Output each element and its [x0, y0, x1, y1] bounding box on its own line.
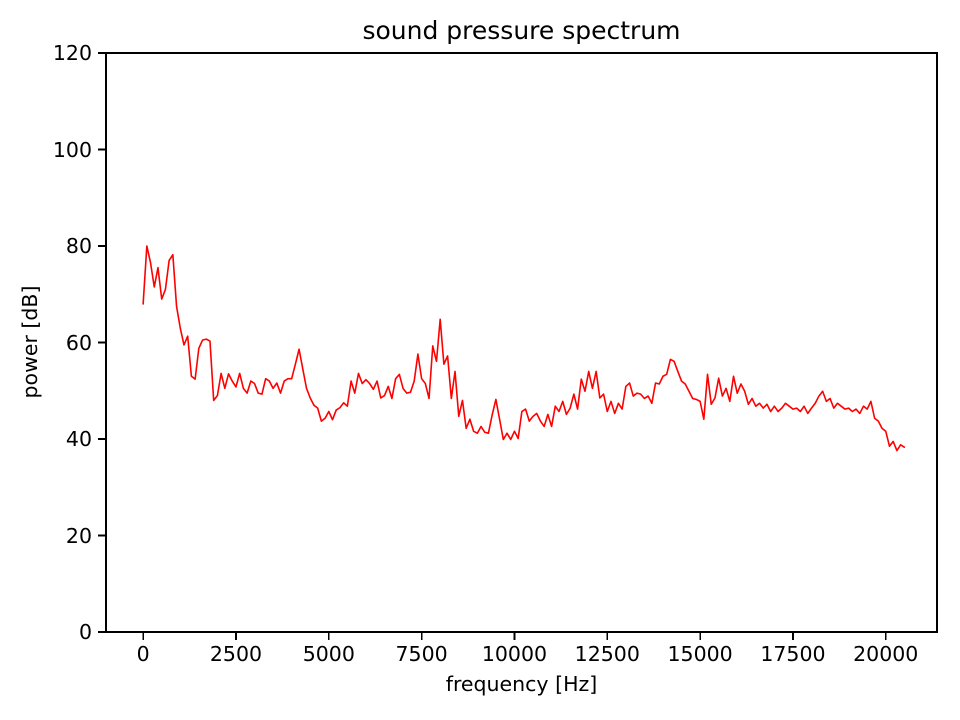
spectrum-line — [142, 245, 906, 452]
x-tick-label: 17500 — [760, 642, 826, 666]
x-tick-label: 20000 — [853, 642, 919, 666]
chart-title: sound pressure spectrum — [362, 16, 681, 45]
y-tick-label: 80 — [65, 234, 92, 258]
y-tick-label: 60 — [65, 330, 92, 355]
x-tick-label: 12500 — [574, 642, 640, 666]
y-tick-label: 0 — [78, 620, 92, 644]
y-tick-marks — [98, 52, 105, 633]
y-tick-label: 120 — [52, 41, 92, 65]
axes-box — [105, 52, 938, 633]
x-tick-label: 0 — [136, 642, 150, 666]
x-tick-label: 15000 — [667, 642, 733, 666]
x-tick-label: 7500 — [395, 642, 448, 666]
x-tick-label: 5000 — [302, 642, 355, 666]
y-tick-label: 20 — [65, 523, 92, 548]
x-tick-label: 10000 — [481, 642, 548, 666]
y-tick-label: 100 — [52, 137, 92, 162]
x-tick-marks — [142, 633, 887, 640]
y-tick-label: 40 — [65, 427, 92, 451]
x-tick-label: 2500 — [209, 642, 263, 666]
x-axis-label: frequency [Hz] — [445, 672, 598, 696]
